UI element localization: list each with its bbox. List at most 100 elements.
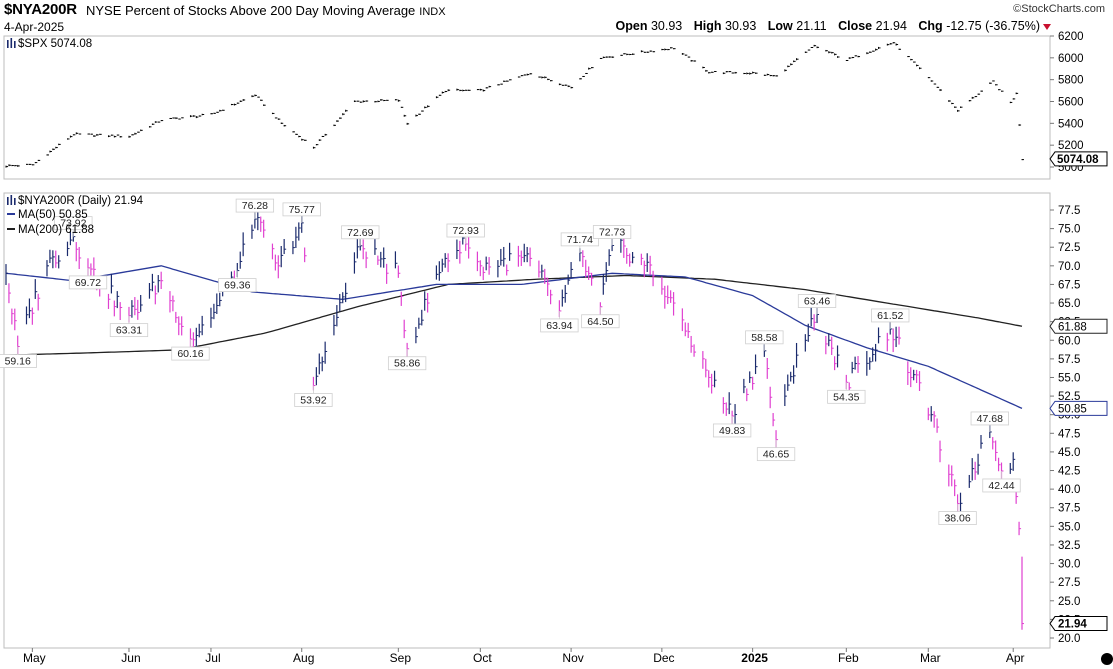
legend-bar-icon bbox=[7, 195, 16, 205]
symbol-description: NYSE Percent of Stocks Above 200 Day Mov… bbox=[86, 3, 446, 18]
value-callout-label: 73.92 bbox=[60, 218, 86, 230]
nya-y-tick-label: 60.0 bbox=[1058, 335, 1080, 347]
value-callout-label: 54.35 bbox=[833, 391, 859, 403]
open-value: 30.93 bbox=[650, 19, 683, 33]
spx-last-value-text: 5074.08 bbox=[1057, 154, 1099, 166]
nya-y-tick-label: 47.5 bbox=[1058, 428, 1080, 440]
spx-y-tick-label: 5200 bbox=[1058, 140, 1084, 152]
nya-y-tick-label: 32.5 bbox=[1058, 540, 1080, 552]
x-tick-label: Mar bbox=[920, 651, 941, 665]
value-callout-label: 58.86 bbox=[394, 358, 420, 370]
value-callout-label: 76.28 bbox=[242, 200, 268, 212]
breadth-panel: 77.575.072.570.067.565.062.560.057.555.0… bbox=[0, 192, 1108, 649]
change-label: Chg bbox=[918, 19, 943, 33]
nya-y-tick-label: 70.0 bbox=[1058, 261, 1080, 273]
open-label: Open bbox=[615, 19, 648, 33]
value-callout-label: 61.52 bbox=[877, 310, 903, 322]
x-tick-label: Jul bbox=[205, 651, 220, 665]
value-callout-label: 72.69 bbox=[347, 227, 373, 239]
ma50-legend-swatch bbox=[7, 213, 15, 215]
value-callout-label: 60.16 bbox=[177, 348, 203, 360]
nya-y-tick-label: 25.0 bbox=[1058, 596, 1080, 608]
ma50-value-tag-box bbox=[1049, 400, 1108, 416]
x-tick-label: Nov bbox=[562, 651, 583, 665]
nya-y-tick-label: 37.5 bbox=[1058, 503, 1080, 515]
spx-y-tick-label: 5800 bbox=[1058, 75, 1084, 87]
x-tick-label: Sep bbox=[390, 651, 412, 665]
chart-header: $NYA200R NYSE Percent of Stocks Above 20… bbox=[0, 0, 1113, 36]
x-tick-label: Feb bbox=[838, 651, 859, 665]
low-value: 21.11 bbox=[796, 19, 827, 33]
corner-dot bbox=[1101, 653, 1113, 665]
description-text: NYSE Percent of Stocks Above 200 Day Mov… bbox=[86, 3, 416, 18]
value-callout-label: 71.74 bbox=[567, 234, 593, 246]
ma200-legend-swatch bbox=[7, 228, 15, 230]
exchange-label: INDX bbox=[419, 6, 446, 18]
chart-date: 4-Apr-2025 bbox=[4, 20, 65, 34]
brand-logo[interactable]: ©StockCharts.com bbox=[1013, 3, 1105, 15]
value-callout-label: 46.65 bbox=[763, 449, 789, 461]
value-callout-label: 38.06 bbox=[944, 513, 970, 525]
ohlc-readout: Open 30.93 High 30.93 Low 21.11 Close 21… bbox=[616, 19, 1051, 33]
close-value-tag-box bbox=[1049, 616, 1108, 632]
value-callout-label: 42.44 bbox=[988, 480, 1014, 492]
x-tick-label: Apr bbox=[1006, 651, 1025, 665]
nya-y-tick-label: 30.0 bbox=[1058, 559, 1080, 571]
nya-y-tick-label: 52.5 bbox=[1058, 391, 1080, 403]
low-label: Low bbox=[767, 19, 793, 33]
high-value: 30.93 bbox=[725, 19, 757, 33]
nya-y-tick-label: 75.0 bbox=[1058, 224, 1080, 236]
ma200-value-tag-text: 61.88 bbox=[1058, 321, 1087, 333]
x-tick-label: Jun bbox=[121, 651, 140, 665]
ma200-value-tag-box bbox=[1049, 318, 1108, 334]
nya-y-tick-label: 57.5 bbox=[1058, 354, 1080, 366]
nya-y-tick-label: 77.5 bbox=[1058, 205, 1080, 217]
x-tick-label: 2025 bbox=[741, 651, 768, 665]
ma50-value-tag-text: 50.85 bbox=[1058, 403, 1087, 415]
close-value-tag-text: 21.94 bbox=[1058, 619, 1087, 631]
spx-y-tick-label: 6200 bbox=[1058, 31, 1084, 43]
nya-y-tick-label: 27.5 bbox=[1058, 577, 1080, 589]
close-value: 21.94 bbox=[875, 19, 907, 33]
value-callout-label: 63.94 bbox=[546, 320, 572, 332]
x-tick-label: Dec bbox=[653, 651, 674, 665]
nya-legend: $NYA200R (Daily) 21.94 bbox=[18, 195, 144, 207]
x-tick-label: Oct bbox=[473, 651, 492, 665]
value-callout-label: 63.31 bbox=[116, 325, 142, 337]
value-callout-label: 64.50 bbox=[587, 316, 613, 328]
x-axis: May Jun Jul Aug Sep Oct Nov Dec 2025 Feb Mar Apr bbox=[23, 648, 1025, 665]
spx-y-tick-label: 5400 bbox=[1058, 118, 1084, 130]
symbol-title: $NYA200R bbox=[4, 1, 77, 18]
value-callout-label: 49.83 bbox=[719, 425, 745, 437]
ma200-legend: MA(200) 61.88 bbox=[18, 224, 94, 236]
value-callout-label: 59.16 bbox=[5, 356, 31, 368]
spx-y-tick-label: 5600 bbox=[1058, 97, 1084, 109]
legend-bar-icon bbox=[7, 38, 16, 48]
nya-y-tick-label: 20.0 bbox=[1058, 633, 1080, 645]
spx-legend: $SPX 5074.08 bbox=[18, 38, 92, 50]
value-callout-label: 63.46 bbox=[804, 296, 830, 308]
value-callout-label: 69.72 bbox=[75, 277, 101, 289]
nya-y-tick-label: 45.0 bbox=[1058, 447, 1080, 459]
ma50-line bbox=[5, 265, 1023, 409]
nya-y-tick-label: 35.0 bbox=[1058, 521, 1080, 533]
down-arrow-icon bbox=[1043, 23, 1051, 30]
value-callout-label: 72.73 bbox=[599, 227, 625, 239]
x-tick-label: Aug bbox=[293, 651, 314, 665]
value-callout-label: 75.77 bbox=[289, 204, 315, 216]
ma50-legend: MA(50) 50.85 bbox=[18, 209, 88, 221]
nya-y-tick-label: 55.0 bbox=[1058, 372, 1080, 384]
spx-panel: $SPX 5074.08 620060005800560054005200500… bbox=[3, 31, 1108, 180]
high-label: High bbox=[693, 19, 722, 33]
spx-last-value-tag bbox=[1049, 151, 1108, 167]
nya-y-tick-label: 67.5 bbox=[1058, 279, 1080, 291]
nya-y-tick-label: 65.0 bbox=[1058, 298, 1080, 310]
value-callout-label: 58.58 bbox=[751, 332, 777, 344]
change-value: -12.75 (-36.75%) bbox=[946, 19, 1040, 33]
value-callout-label: 47.68 bbox=[977, 413, 1003, 425]
value-callout-label: 72.93 bbox=[453, 225, 479, 237]
nya-y-tick-label: 42.5 bbox=[1058, 466, 1080, 478]
nya-y-tick-label: 40.0 bbox=[1058, 484, 1080, 496]
close-label: Close bbox=[838, 19, 873, 33]
